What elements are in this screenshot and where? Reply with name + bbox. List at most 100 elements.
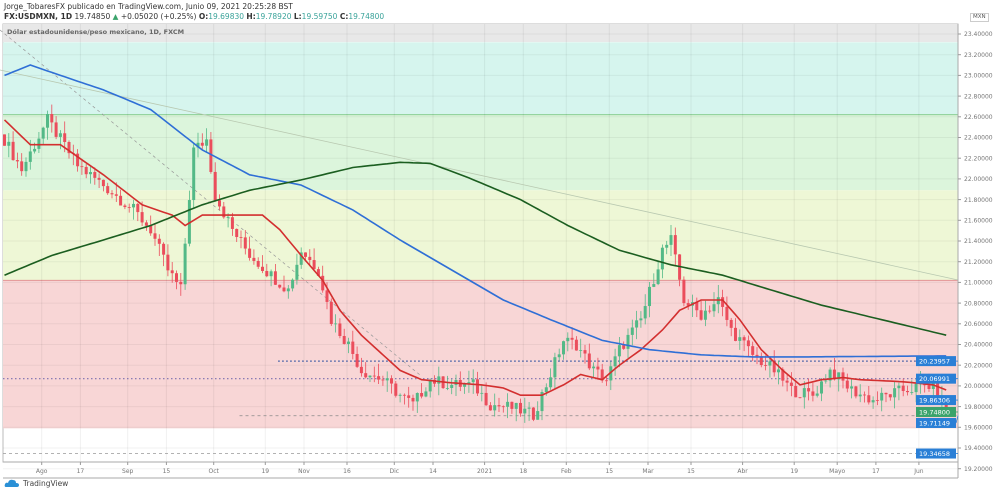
candle-body: [729, 319, 733, 328]
price-label: 19.74800: [919, 408, 950, 416]
candle-body: [93, 172, 97, 178]
x-tick-label: 17: [872, 468, 880, 475]
candle-body: [286, 288, 290, 292]
candle-body: [50, 114, 54, 123]
candle-body: [316, 269, 320, 276]
candle-body: [669, 235, 673, 245]
candle-body: [321, 275, 325, 291]
candle-body: [660, 247, 664, 270]
candle-body: [772, 361, 776, 373]
candle-body: [299, 252, 303, 265]
candle-body: [523, 408, 527, 414]
candle-body: [11, 141, 15, 161]
candle-body: [536, 411, 540, 420]
candle-body: [798, 397, 802, 399]
candle-body: [162, 243, 166, 255]
candle-body: [755, 354, 759, 357]
x-tick-label: 19: [790, 468, 798, 475]
candle-body: [901, 385, 905, 391]
candle-body: [84, 166, 88, 175]
candle-body: [450, 384, 454, 388]
candle-body: [269, 271, 273, 277]
candle-body: [721, 297, 725, 307]
title-strip: [3, 24, 958, 42]
o-label: O:: [198, 12, 209, 21]
candle-body: [566, 337, 570, 342]
zone-band: [3, 114, 958, 191]
candle-body: [359, 366, 363, 374]
candle-body: [884, 392, 888, 395]
candle-body: [480, 392, 484, 394]
currency-badge[interactable]: MXN: [970, 13, 989, 22]
candle-body: [110, 193, 114, 195]
candle-body: [192, 147, 196, 201]
y-tick-label: 22.00000: [964, 176, 993, 183]
candle-body: [824, 380, 828, 382]
candle-body: [828, 369, 832, 381]
candle-body: [28, 151, 32, 162]
y-tick-label: 20.80000: [964, 300, 993, 307]
candle-body: [613, 356, 617, 367]
candle-body: [815, 393, 819, 396]
y-tick-label: 22.60000: [964, 114, 993, 121]
x-tick-label: 15: [605, 468, 613, 475]
candle-body: [777, 369, 780, 373]
y-tick-label: 21.00000: [964, 280, 993, 287]
candle-body: [811, 391, 815, 396]
candle-body: [407, 395, 411, 398]
zone-band: [3, 42, 958, 115]
price-label-bg: [916, 406, 956, 417]
candle-body: [144, 222, 148, 226]
candle-body: [153, 233, 157, 239]
candle-body: [402, 394, 406, 396]
y-tick-label: 21.80000: [964, 197, 993, 204]
candle-body: [368, 375, 372, 378]
candle-body: [24, 161, 28, 172]
candle-body: [596, 366, 600, 370]
candle-body: [712, 304, 716, 312]
candle-body: [304, 252, 307, 257]
x-tick-label: Nov: [298, 468, 310, 475]
candle-body: [931, 378, 935, 389]
candle-body: [37, 138, 41, 149]
y-tick-label: 23.20000: [964, 52, 993, 59]
candle-body: [196, 142, 200, 148]
candle-body: [579, 350, 583, 351]
candle-body: [329, 301, 333, 324]
tradingview-logo[interactable]: TradingView: [4, 479, 68, 488]
chart-title: Dólar estadounidense/peso mexicano, 1D, …: [7, 28, 185, 36]
candle-body: [927, 385, 931, 389]
candle-body: [476, 379, 479, 394]
candle-body: [291, 279, 295, 289]
candle-body: [209, 139, 213, 172]
price-label: 20.06991: [919, 375, 950, 383]
candle-body: [648, 286, 651, 307]
candle-body: [89, 172, 92, 175]
candle-body: [467, 382, 471, 384]
candle-body: [67, 142, 71, 154]
last-price: 19.74850: [74, 12, 111, 21]
candle-body: [63, 133, 67, 143]
candle-body: [734, 327, 737, 341]
candle-body: [136, 203, 140, 213]
candle-body: [858, 394, 862, 397]
candle-body: [471, 379, 475, 383]
candle-body: [488, 405, 492, 411]
candle-body: [867, 395, 871, 403]
x-tick-label: 2021: [477, 468, 492, 475]
candle-body: [123, 205, 127, 208]
candle-body: [273, 271, 277, 285]
candle-body: [600, 369, 604, 381]
candle-body: [46, 114, 49, 128]
candle-body: [200, 142, 204, 146]
candle-body: [583, 350, 587, 354]
candle-body: [635, 320, 639, 328]
candle-body: [751, 346, 755, 355]
candle-body: [7, 141, 11, 146]
candle-body: [768, 361, 772, 366]
x-tick-label: Mayo: [829, 468, 845, 475]
candle-body: [218, 200, 221, 207]
candle-body: [807, 388, 811, 392]
